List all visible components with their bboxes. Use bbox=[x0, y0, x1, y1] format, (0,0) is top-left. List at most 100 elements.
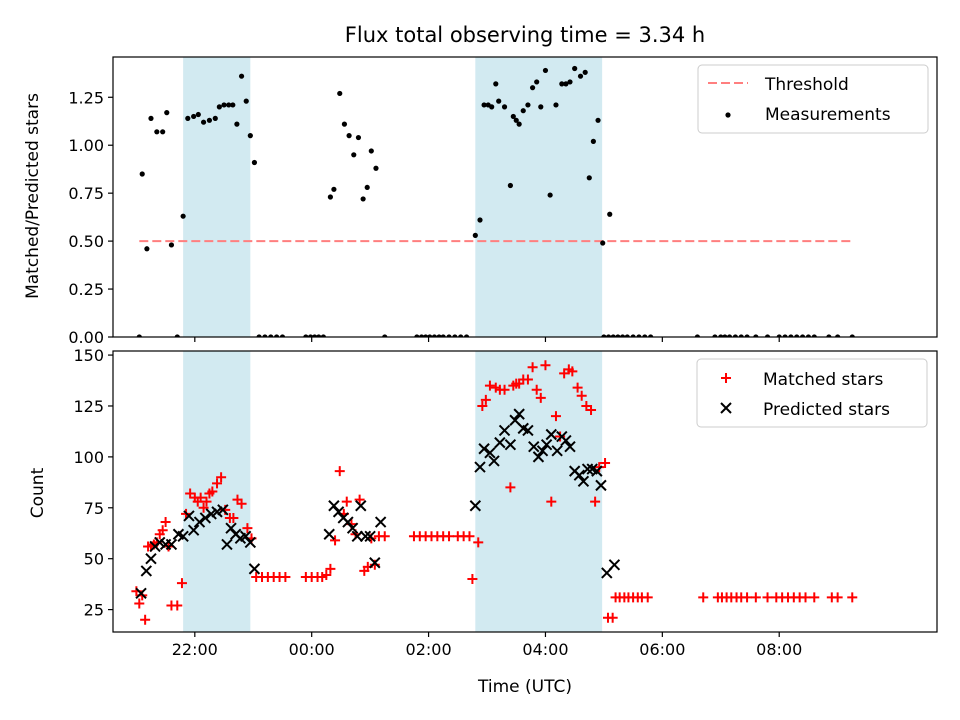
x-tick-label: 04:00 bbox=[522, 640, 568, 659]
measurements-point bbox=[525, 102, 531, 108]
measurements-point bbox=[529, 85, 536, 91]
x-tick-label: 08:00 bbox=[756, 640, 802, 659]
matched-stars-point bbox=[642, 592, 653, 603]
measurements-point bbox=[615, 334, 621, 337]
measurements-point bbox=[553, 102, 559, 108]
top-y-tick-label: 0.25 bbox=[68, 280, 104, 299]
matched-stars-point bbox=[157, 525, 168, 536]
measurements-point bbox=[212, 115, 218, 121]
matched-stars-point bbox=[480, 394, 491, 405]
predicted-stars-point bbox=[374, 516, 387, 528]
measurements-point bbox=[489, 104, 495, 110]
matched-stars-point bbox=[576, 390, 587, 401]
legend-matched-label: Matched stars bbox=[763, 370, 883, 390]
predicted-stars-point bbox=[551, 445, 563, 457]
measurements-point bbox=[590, 138, 596, 144]
legend-measurements-label: Measurements bbox=[765, 105, 891, 125]
measurements-point bbox=[154, 129, 160, 135]
matched-stars-point bbox=[379, 531, 390, 542]
measurements-point bbox=[303, 334, 309, 337]
matched-stars-point bbox=[236, 498, 247, 509]
predicted-stars-point bbox=[573, 469, 586, 481]
measurements-point bbox=[559, 81, 565, 87]
matched-stars-point bbox=[216, 472, 227, 483]
measurements-point bbox=[601, 334, 607, 337]
top-plot-area: 0.00 0.25 0.50 0.75 1.00 1.25 Threshold Measure… bbox=[68, 56, 938, 347]
matched-stars-point bbox=[800, 592, 811, 603]
measurements-point bbox=[160, 129, 166, 135]
measurements-point bbox=[247, 133, 253, 139]
predicted-stars-point bbox=[342, 516, 354, 528]
matched-stars-point bbox=[341, 496, 352, 507]
measurements-point bbox=[355, 134, 362, 141]
matched-stars-point bbox=[464, 531, 475, 542]
predicted-stars-point bbox=[488, 455, 500, 467]
legend-matched-swatch bbox=[721, 373, 731, 383]
measurements-point bbox=[513, 117, 519, 123]
measurements-point bbox=[216, 104, 222, 110]
predicted-stars-point bbox=[187, 524, 200, 536]
predicted-stars-point bbox=[244, 536, 257, 549]
measurements-point bbox=[586, 175, 592, 181]
predicted-stars-point bbox=[369, 557, 381, 569]
bottom-y-tick-label: 125 bbox=[73, 397, 104, 416]
matched-stars-point bbox=[207, 486, 218, 497]
matched-stars-point bbox=[473, 537, 484, 548]
measurements-point bbox=[382, 334, 388, 337]
bottom-y-tick-label: 25 bbox=[84, 601, 104, 620]
predicted-stars-point bbox=[484, 447, 496, 459]
measurements-point bbox=[185, 115, 191, 121]
measurements-point bbox=[582, 69, 588, 75]
measurements-point bbox=[351, 152, 357, 158]
predicted-stars-point bbox=[225, 522, 237, 534]
measurements-point bbox=[477, 217, 483, 223]
measurements-point bbox=[764, 334, 771, 337]
measurements-point bbox=[534, 79, 540, 85]
measurements-point bbox=[446, 334, 452, 337]
measurements-point bbox=[418, 334, 425, 337]
measurements-point bbox=[577, 73, 584, 79]
measurements-point bbox=[226, 102, 232, 108]
measurements-point bbox=[206, 117, 213, 123]
measurements-point bbox=[722, 334, 728, 337]
matched-stars-point bbox=[546, 496, 557, 507]
matched-stars-point bbox=[698, 592, 709, 603]
measurements-point bbox=[234, 121, 240, 127]
measurements-point bbox=[619, 334, 626, 337]
x-tick-label: 06:00 bbox=[639, 640, 685, 659]
measurements-point bbox=[753, 334, 759, 337]
legend-threshold-label: Threshold bbox=[764, 75, 849, 95]
matched-stars-point bbox=[330, 535, 341, 546]
measurements-point bbox=[431, 334, 438, 337]
measurements-point bbox=[256, 334, 262, 337]
measurements-point bbox=[835, 334, 841, 337]
measurements-point bbox=[510, 113, 516, 120]
measurements-point bbox=[607, 211, 613, 217]
matched-stars-point bbox=[572, 382, 583, 393]
measurements-point bbox=[811, 334, 817, 337]
measurements-point bbox=[423, 334, 429, 337]
matched-stars-point bbox=[540, 360, 551, 371]
measurements-point bbox=[648, 334, 654, 337]
predicted-stars-point bbox=[239, 530, 252, 543]
measurements-point bbox=[164, 110, 170, 116]
matched-stars-point bbox=[198, 502, 209, 513]
measurements-point bbox=[180, 213, 186, 219]
measurements-point bbox=[230, 102, 236, 108]
top-shaded-interval bbox=[475, 57, 603, 337]
matched-stars-point bbox=[809, 592, 820, 603]
matched-stars-point bbox=[499, 384, 510, 395]
bottom-y-tick-label: 100 bbox=[73, 448, 104, 467]
measurements-point bbox=[732, 334, 738, 337]
x-tick-label: 00:00 bbox=[289, 640, 335, 659]
measurements-point bbox=[849, 334, 855, 337]
matched-stars-point bbox=[444, 531, 455, 542]
measurements-point bbox=[221, 102, 227, 108]
matched-stars-point bbox=[325, 563, 336, 574]
measurements-point bbox=[563, 81, 569, 87]
predicted-stars-point bbox=[217, 504, 229, 516]
predicted-stars-point bbox=[199, 512, 212, 524]
bottom-axes-frame bbox=[112, 350, 938, 633]
predicted-stars-point bbox=[478, 443, 490, 455]
